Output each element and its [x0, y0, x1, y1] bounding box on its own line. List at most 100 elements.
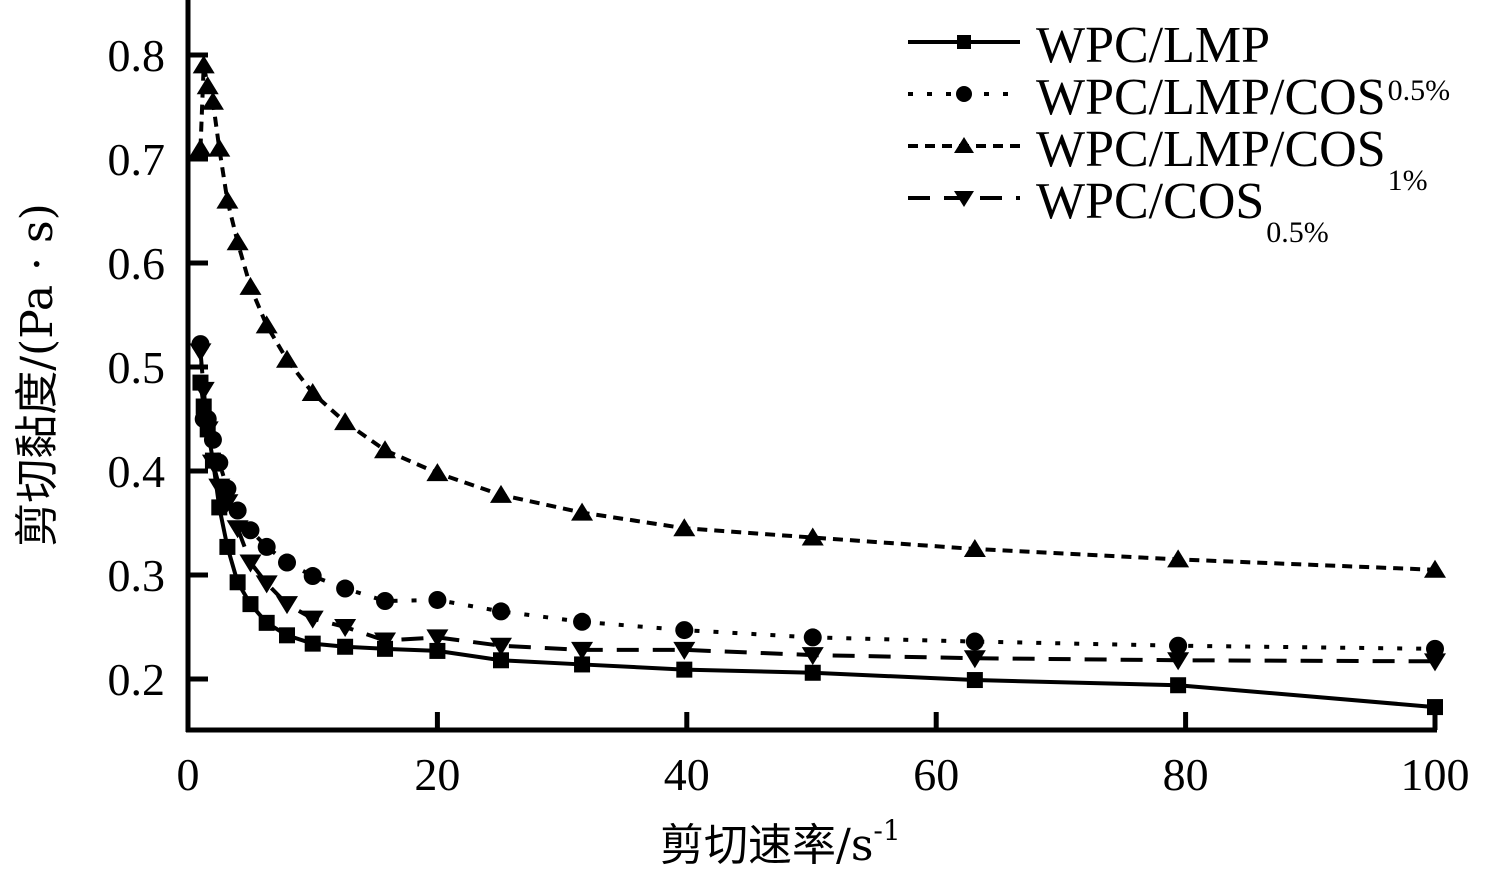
- square-marker: [966, 672, 983, 689]
- triangle-down-marker: [954, 191, 974, 207]
- triangle-down-marker: [1167, 652, 1190, 671]
- circle-marker: [675, 621, 694, 640]
- y-tick-label: 0.2: [108, 654, 166, 705]
- legend-item: WPC/LMP/COS 0.5%: [908, 69, 1450, 126]
- circle-marker: [376, 592, 395, 610]
- triangle-up-marker: [1167, 549, 1190, 568]
- x-tick-label: 20: [414, 749, 460, 800]
- square-marker: [676, 661, 693, 678]
- square-marker: [279, 627, 296, 644]
- x-tick-label: 40: [664, 749, 710, 800]
- triangle-up-marker: [334, 412, 357, 431]
- square-marker: [574, 656, 591, 673]
- circle-marker: [336, 579, 355, 598]
- triangle-down-marker: [192, 381, 215, 400]
- square-marker: [804, 664, 821, 681]
- y-tick-label: 0.5: [108, 342, 166, 393]
- triangle-down-marker: [201, 454, 224, 473]
- legend-label-subscript: 0.5%: [1388, 74, 1451, 107]
- circle-marker: [573, 612, 592, 631]
- triangle-up-marker: [276, 349, 299, 368]
- circle-marker: [257, 537, 276, 556]
- plot-series: [189, 55, 1446, 716]
- triangle-up-marker: [963, 539, 986, 557]
- triangle-down-marker: [426, 629, 449, 648]
- y-tick-label: 0.6: [108, 238, 166, 289]
- triangle-down-marker: [208, 478, 231, 497]
- triangle-down-marker: [226, 520, 249, 539]
- x-axis-title-superscript: -1: [873, 814, 900, 847]
- y-tick-label: 0.8: [108, 30, 166, 81]
- triangle-down-marker: [334, 619, 357, 637]
- triangle-up-marker: [239, 276, 262, 295]
- x-axis-title: 剪切速率/s-1: [660, 814, 901, 871]
- circle-marker: [428, 590, 447, 609]
- circle-marker: [491, 602, 510, 621]
- triangle-down-marker: [301, 610, 324, 629]
- y-tick-label: 0.7: [108, 134, 166, 185]
- x-tick-label: 60: [913, 749, 959, 800]
- triangle-up-marker: [374, 440, 397, 459]
- triangle-up-marker: [226, 232, 249, 251]
- circle-marker: [278, 553, 297, 572]
- square-marker: [957, 35, 971, 49]
- x-tick-label: 100: [1401, 749, 1470, 800]
- square-marker: [1170, 677, 1187, 694]
- square-marker: [492, 652, 509, 669]
- series-circle: [191, 335, 1444, 658]
- legend-label-subscript: 1%: [1388, 164, 1428, 197]
- series-triangle-down: [189, 343, 1446, 672]
- square-marker: [337, 638, 354, 655]
- triangle-up-marker: [255, 315, 278, 334]
- square-marker: [258, 614, 275, 631]
- triangle-down-marker: [801, 647, 824, 666]
- y-axis-title: 剪切黏度/(Pa · s): [12, 203, 63, 547]
- triangle-up-marker: [208, 138, 231, 157]
- triangle-down-marker: [196, 421, 219, 440]
- series-triangle-up: [189, 55, 1446, 578]
- square-marker: [242, 596, 259, 613]
- legend-label: WPC/LMP/COS: [1036, 69, 1386, 126]
- triangle-up-marker: [189, 138, 212, 157]
- y-tick-label: 0.4: [108, 446, 166, 497]
- triangle-down-marker: [489, 637, 512, 656]
- triangle-up-marker: [192, 55, 215, 74]
- legend-label: WPC/LMP/COS: [1036, 121, 1386, 178]
- triangle-down-marker: [276, 596, 299, 615]
- legend-label-subscript: 0.5%: [1266, 216, 1329, 249]
- y-tick-label: 0.3: [108, 550, 166, 601]
- triangle-up-marker: [201, 91, 224, 110]
- legend-item: WPC/LMP: [908, 17, 1270, 74]
- legend-label: WPC/COS: [1036, 173, 1264, 230]
- square-marker: [1427, 699, 1443, 716]
- triangle-down-marker: [963, 650, 986, 669]
- triangle-down-marker: [239, 554, 262, 573]
- x-ticks: 0 20 40 60 80 100: [177, 712, 1470, 800]
- y-ticks: 0.2 0.3 0.4 0.5 0.6 0.7 0.8: [108, 30, 208, 705]
- triangle-up-marker: [571, 502, 594, 521]
- triangle-up-marker: [196, 76, 219, 95]
- circle-marker: [241, 521, 260, 540]
- circle-marker: [303, 567, 322, 586]
- triangle-down-marker: [374, 632, 397, 651]
- triangle-up-marker: [801, 527, 824, 546]
- square-marker: [219, 538, 236, 555]
- triangle-up-marker: [301, 383, 324, 401]
- triangle-up-marker: [1424, 559, 1446, 578]
- triangle-up-marker: [489, 484, 512, 503]
- triangle-up-marker: [216, 190, 239, 209]
- circle-marker: [956, 86, 972, 102]
- square-marker: [304, 635, 321, 652]
- square-marker: [429, 642, 446, 659]
- triangle-up-marker: [673, 518, 696, 537]
- x-tick-label: 0: [177, 749, 200, 800]
- axes: 0.2 0.3 0.4 0.5 0.6 0.7 0.8 0 20 40 60 80 100: [108, 0, 1470, 800]
- square-marker: [229, 574, 246, 591]
- triangle-down-marker: [189, 343, 212, 362]
- triangle-down-marker: [216, 494, 239, 513]
- triangle-down-marker: [673, 641, 696, 660]
